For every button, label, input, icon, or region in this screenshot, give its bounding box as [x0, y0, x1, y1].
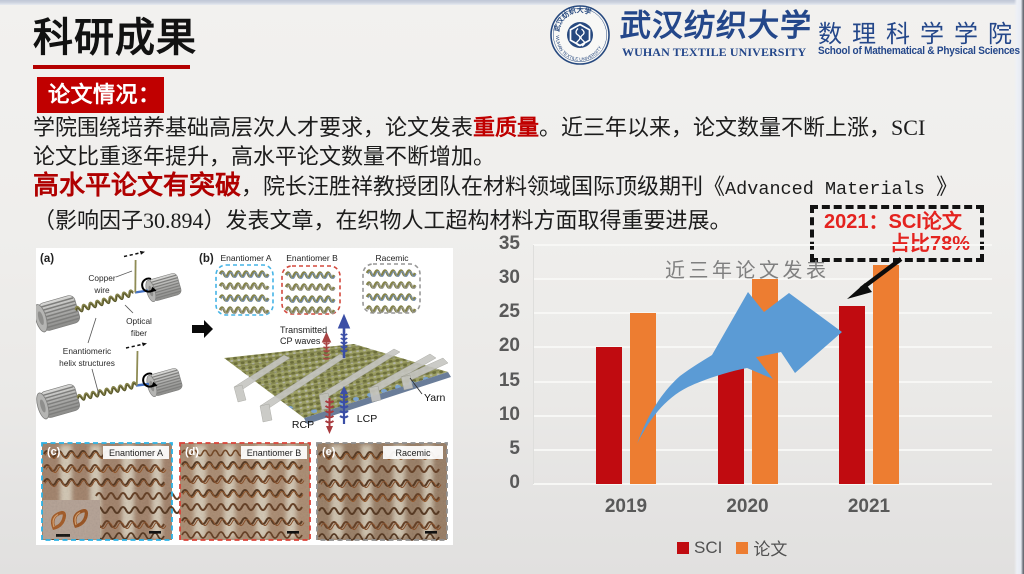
x-axis-category-label: 2021: [847, 496, 891, 517]
svg-text:Enantiomeric: Enantiomeric: [63, 346, 111, 356]
svg-text:Optical: Optical: [126, 316, 152, 326]
svg-text:Enantiomer B: Enantiomer B: [247, 448, 302, 458]
svg-text:LCP: LCP: [357, 413, 377, 425]
intro-line1-pre: 学院围绕培养基础高层次人才要求，论文发表: [33, 115, 474, 140]
highlight-quality: 重质量: [473, 115, 540, 140]
y-axis-tick-label: 5: [509, 437, 520, 459]
cp-wave-labels: RCP LCP Yarn: [292, 392, 446, 431]
legend-swatch: [677, 541, 689, 554]
y-axis-tick-label: 35: [498, 232, 520, 254]
svg-text:(c): (c): [47, 446, 61, 458]
university-seal-icon: 武汉纺织大学 WUHAN TEXTILE UNIVERSITY: [550, 5, 610, 65]
journal-name: Advanced Materials: [725, 179, 936, 200]
legend-item: SCI: [677, 538, 722, 558]
svg-text:RCP: RCP: [292, 419, 314, 431]
intro-paragraph: 学院围绕培养基础高层次人才要求，论文发表重质量。近三年以来，论文数量不断上涨，S…: [33, 113, 998, 171]
chart-bar: [839, 306, 865, 484]
y-axis-tick-label: 0: [509, 472, 520, 493]
y-axis-tick-label: 20: [498, 335, 520, 357]
svg-text:(e): (e): [322, 446, 336, 458]
intro-line1-post: 。近三年以来，论文数量不断上涨，SCI: [539, 115, 926, 140]
panel-b-label: (b): [199, 253, 214, 265]
y-axis-tick-label: 25: [498, 301, 520, 323]
chart-legend: SCI 论文: [670, 535, 794, 560]
x-axis-category-label: 2020: [726, 496, 769, 517]
panel-b-annotations: Enantiomer A Enantiomer B Racemic: [220, 253, 409, 263]
breakthrough-line1-end: 》: [935, 174, 958, 199]
university-name-cn: 武汉纺织大学: [619, 8, 813, 43]
university-name-en: WUHAN TEXTILE UNIVERSITY: [622, 45, 807, 59]
y-axis-tick-label: 15: [498, 369, 520, 391]
chart-gridline: [533, 483, 992, 485]
svg-text:Racemic: Racemic: [395, 448, 431, 458]
svg-text:Racemic: Racemic: [375, 253, 409, 263]
svg-text:helix structures: helix structures: [59, 358, 115, 368]
school-name-cn: 数理科学学院: [818, 21, 1022, 48]
breakthrough-line2: （影响因子30.894）发表文章，在织物人工超构材料方面取得重要进展。: [33, 208, 732, 233]
svg-text:Transmitted: Transmitted: [280, 325, 327, 335]
y-axis-tick-label: 10: [498, 403, 520, 425]
callout-line1: 2021：SCI论文: [824, 211, 962, 233]
legend-label: SCI: [694, 537, 723, 557]
breakthrough-lead: 高水平论文有突破: [33, 171, 242, 200]
chart-y-axis: [533, 244, 534, 484]
svg-text:wire: wire: [93, 285, 110, 295]
transmitted-cp-label: Transmitted CP waves: [280, 325, 327, 346]
svg-text:CP waves: CP waves: [280, 336, 321, 346]
breakthrough-paragraph: 高水平论文有突破，院长汪胜祥教授团队在材料领域国际顶级期刊《Advanced M…: [33, 170, 998, 236]
section-badge: 论文情况：: [37, 77, 164, 113]
title-underline: [33, 65, 190, 69]
panel-a-label: (a): [40, 253, 54, 265]
school-name-en: School of Mathematical & Physical Scienc…: [818, 45, 1020, 57]
svg-text:Enantiomer A: Enantiomer A: [220, 253, 271, 263]
chart-bar: [717, 361, 744, 484]
chart-bar: [596, 347, 622, 484]
chart-bar: [751, 279, 778, 484]
chart-bar: [630, 313, 656, 484]
slide-right-edge: [1014, 0, 1024, 574]
legend-label: 论文: [753, 540, 788, 559]
chart-title: 近三年论文发表: [665, 260, 830, 282]
svg-text:Enantiomer A: Enantiomer A: [109, 448, 163, 458]
slide-top-edge: [0, 0, 1024, 5]
svg-text:fiber: fiber: [131, 328, 147, 338]
intro-line2: 论文比重逐年提升，高水平论文数量不断增加。: [33, 144, 496, 169]
page-title: 科研成果: [33, 16, 197, 60]
svg-text:Yarn: Yarn: [424, 392, 446, 404]
legend-swatch: [736, 541, 749, 554]
x-axis-category-label: 2019: [604, 496, 648, 517]
legend-item: 论文: [736, 535, 787, 560]
panel-arrow-icon: [192, 320, 213, 338]
scientific-figure: (a) Copper wire Optical fibe: [36, 248, 453, 545]
chart-gridline: [533, 243, 992, 246]
svg-text:(d): (d): [185, 446, 199, 458]
papers-chart: 0 5 10 15 20 25 30 35 2019 2020 2021 近三年论文发表 SCI 论文: [480, 232, 1020, 566]
y-axis-tick-label: 30: [498, 267, 520, 289]
svg-text:Enantiomer B: Enantiomer B: [286, 253, 338, 263]
panel-a-annotations: Copper wire Optical fiber Enantiomeric h…: [59, 273, 152, 368]
svg-text:Copper: Copper: [88, 273, 115, 283]
breakthrough-line1-rest: ，院长汪胜祥教授团队在材料领域国际顶级期刊《: [241, 174, 726, 199]
chart-bar: [873, 265, 899, 484]
